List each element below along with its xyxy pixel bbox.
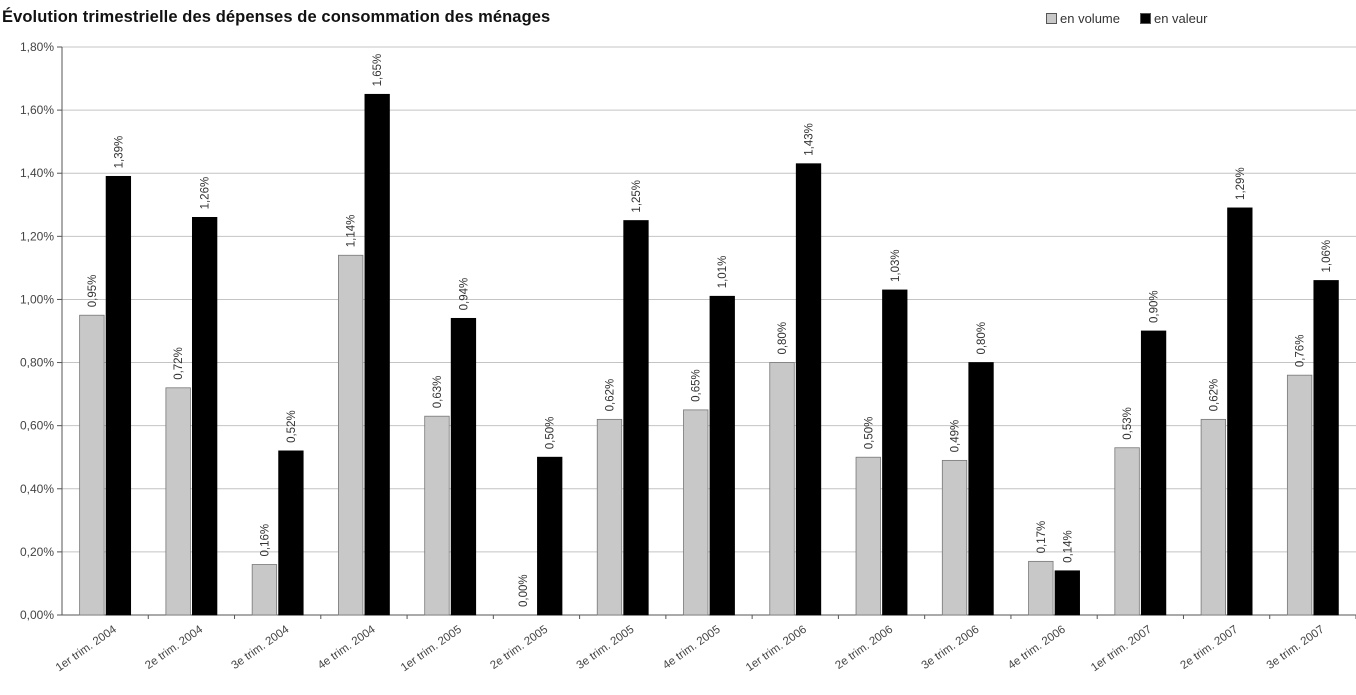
x-tick-label: 1er trim. 2005 (399, 624, 464, 675)
data-label-valeur: 0,14% (1062, 530, 1074, 563)
bar-volume (683, 409, 709, 616)
bar-volume (251, 564, 278, 616)
data-label-volume: 0,53% (1122, 407, 1134, 440)
bar-valeur (364, 93, 390, 616)
bar-volume (338, 254, 364, 616)
data-label-volume: 0,00% (518, 574, 530, 607)
x-tick-label: 1er trim. 2004 (54, 623, 119, 674)
data-label-volume: 0,72% (173, 347, 185, 380)
data-label-volume: 0,17% (1036, 521, 1048, 554)
data-label-volume: 0,63% (432, 376, 444, 409)
y-tick-label: 0,60% (20, 419, 54, 433)
bar-volume (1114, 447, 1140, 616)
bar-valeur (105, 175, 132, 616)
legend-label-valeur: en valeur (1153, 11, 1208, 26)
x-tick-label: 2e trim. 2007 (1178, 624, 1240, 672)
x-tick-label: 4e trim. 2004 (316, 623, 378, 672)
bar-valeur (1054, 570, 1080, 616)
x-tick-label: 1er trim. 2007 (1089, 624, 1154, 675)
bar-valeur (1140, 330, 1167, 616)
y-tick-label: 0,20% (20, 545, 54, 559)
data-label-valeur: 1,25% (631, 180, 643, 213)
y-tick-label: 1,20% (20, 229, 54, 243)
bar-volume (855, 456, 881, 616)
bar-valeur (537, 456, 563, 616)
bar-valeur (795, 163, 822, 616)
data-label-valeur: 1,06% (1321, 240, 1333, 273)
bar-valeur (1313, 280, 1339, 616)
legend-swatch-volume (1046, 13, 1057, 24)
data-label-volume: 0,50% (863, 417, 875, 450)
x-tick-label: 3e trim. 2006 (920, 624, 982, 672)
data-label-volume: 0,95% (87, 275, 99, 308)
x-tick-label: 3e trim. 2004 (230, 623, 292, 672)
bar-volume (424, 415, 450, 616)
x-tick-label: 4e trim. 2005 (661, 624, 723, 672)
data-label-valeur: 1,26% (200, 177, 212, 210)
y-tick-label: 0,40% (20, 482, 54, 496)
x-tick-label: 2e trim. 2006 (833, 624, 895, 672)
x-tick-label: 1er trim. 2006 (744, 624, 809, 675)
bar-valeur (623, 220, 649, 616)
y-tick-label: 1,40% (20, 166, 54, 180)
bar-valeur (450, 317, 477, 616)
bar-valeur (968, 362, 994, 616)
data-label-valeur: 1,65% (372, 54, 384, 87)
bar-volume (1028, 560, 1054, 616)
bar-volume (769, 362, 795, 616)
legend: en volume en valeur (1046, 11, 1227, 26)
x-tick-label: 2e trim. 2004 (143, 623, 205, 672)
bar-valeur (882, 289, 908, 616)
chart-title: Évolution trimestrielle des dépenses de … (2, 8, 551, 26)
data-label-valeur: 1,43% (804, 123, 816, 156)
legend-label-volume: en volume (1060, 11, 1120, 26)
bar-valeur (278, 450, 304, 616)
data-label-volume: 0,62% (604, 379, 616, 412)
data-label-valeur: 0,52% (286, 410, 298, 443)
y-tick-label: 1,00% (20, 292, 54, 306)
x-tick-label: 4e trim. 2006 (1006, 624, 1068, 672)
x-tick-label: 3e trim. 2007 (1265, 624, 1327, 672)
bar-valeur (1227, 207, 1253, 616)
data-label-volume: 0,16% (259, 524, 271, 557)
bar-valeur (191, 216, 218, 616)
y-tick-label: 1,60% (20, 103, 54, 117)
data-label-volume: 0,49% (950, 420, 962, 453)
data-label-volume: 0,65% (691, 369, 703, 402)
data-label-volume: 0,62% (1208, 379, 1220, 412)
data-label-valeur: 1,29% (1235, 167, 1247, 200)
x-tick-label: 2e trim. 2005 (488, 624, 550, 672)
data-label-valeur: 0,94% (458, 278, 470, 311)
legend-item-valeur: en valeur (1139, 11, 1208, 26)
data-label-valeur: 1,01% (717, 256, 729, 289)
data-label-volume: 1,14% (346, 215, 358, 248)
bar-volume (1200, 418, 1226, 616)
bar-volume (165, 387, 191, 616)
bar-volume (1286, 374, 1313, 616)
y-tick-label: 0,00% (20, 608, 54, 622)
y-tick-label: 0,80% (20, 356, 54, 370)
data-label-valeur: 0,90% (1149, 290, 1161, 323)
data-label-volume: 0,76% (1295, 335, 1307, 368)
legend-swatch-valeur (1139, 13, 1151, 24)
data-label-valeur: 0,50% (545, 417, 557, 450)
legend-item-volume: en volume (1046, 11, 1120, 26)
bar-volume (941, 459, 968, 616)
bar-volume (79, 314, 105, 616)
data-label-valeur: 1,39% (113, 136, 125, 169)
data-label-volume: 0,80% (777, 322, 789, 355)
bar-volume (596, 418, 623, 616)
data-label-valeur: 1,03% (890, 249, 902, 282)
data-label-valeur: 0,80% (976, 322, 988, 355)
y-tick-label: 1,80% (20, 40, 54, 54)
x-tick-label: 3e trim. 2005 (575, 624, 637, 672)
bar-valeur (709, 295, 735, 616)
